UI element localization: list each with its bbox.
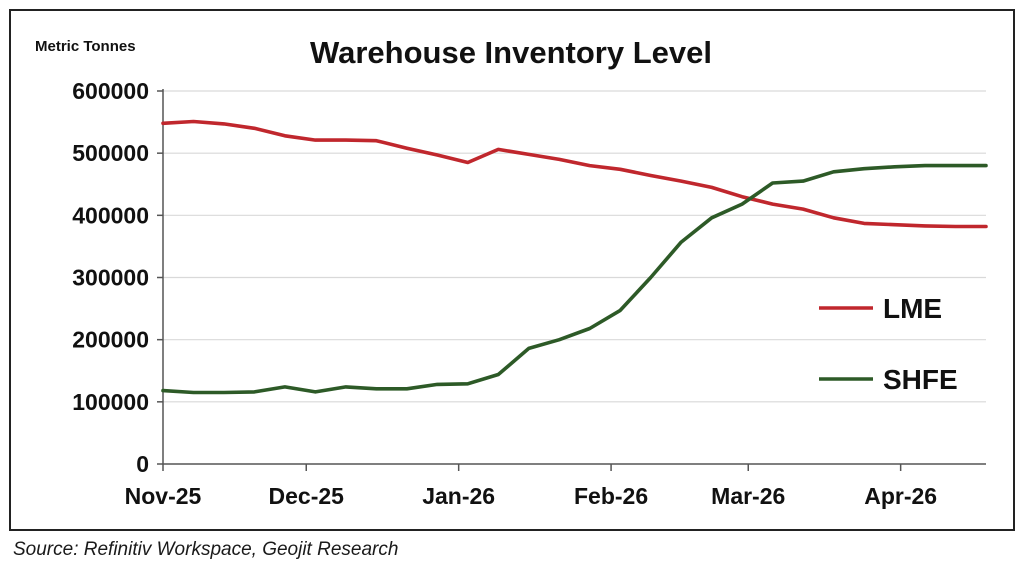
y-tick-label: 100000 — [72, 389, 149, 415]
x-tick-label: Apr-26 — [864, 483, 937, 509]
chart-frame: 0 100000 200000 300000 400000 500000 600000 No… — [9, 9, 1015, 531]
line-chart: 0 100000 200000 300000 400000 500000 600000 No… — [35, 35, 988, 509]
y-tick-label: 500000 — [72, 140, 149, 166]
y-tick-label: 600000 — [72, 78, 149, 104]
series-line-shfe — [161, 163, 988, 395]
source-note: Source: Refinitiv Workspace, Geojit Rese… — [13, 539, 399, 560]
y-tick-label: 200000 — [72, 327, 149, 353]
y-axis-ticks: 0 100000 200000 300000 400000 500000 600000 — [72, 78, 163, 477]
legend-item-lme: LME — [819, 293, 942, 324]
y-axis-label: Metric Tonnes — [35, 38, 136, 55]
x-tick-label: Mar-26 — [711, 483, 785, 509]
y-tick-label: 300000 — [72, 265, 149, 291]
axes — [162, 89, 986, 465]
legend: LME SHFE — [819, 293, 958, 395]
chart-title: Warehouse Inventory Level — [310, 35, 712, 70]
y-tick-label: 0 — [136, 451, 149, 477]
x-tick-label: Feb-26 — [574, 483, 648, 509]
legend-item-shfe: SHFE — [819, 364, 958, 395]
legend-label: LME — [883, 293, 942, 324]
x-tick-label: Jan-26 — [422, 483, 495, 509]
series-line-lme — [161, 119, 988, 229]
legend-label: SHFE — [883, 364, 958, 395]
gridlines — [163, 90, 986, 403]
x-axis-ticks: Nov-25 Dec-25 Jan-26 Feb-26 Mar-26 Apr-26 — [125, 464, 937, 509]
x-tick-label: Dec-25 — [269, 483, 345, 509]
series-lines — [161, 119, 988, 395]
x-tick-label: Nov-25 — [125, 483, 202, 509]
y-tick-label: 400000 — [72, 202, 149, 228]
